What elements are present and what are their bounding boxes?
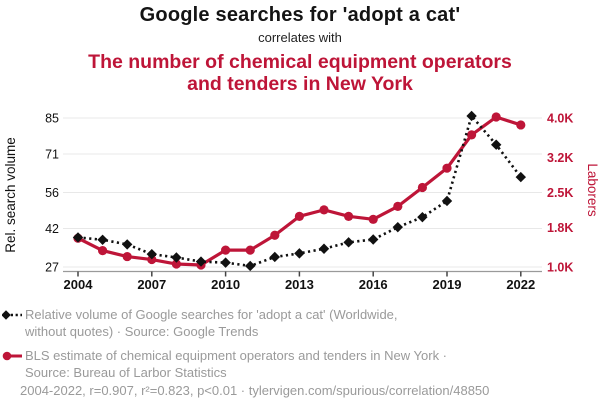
- secondary-title-line2: and tenders in New York: [187, 72, 413, 95]
- x-axis-tick-label: 2016: [359, 277, 388, 292]
- legend-entry-laborers-series: BLS estimate of chemical equipment opera…: [2, 347, 594, 381]
- search-volume-data-point: [318, 243, 330, 254]
- x-axis-tick-label: 2022: [506, 277, 535, 292]
- laborers-data-point: [294, 211, 304, 221]
- search-volume-data-point: [417, 211, 428, 223]
- right-axis-tick-label: 4.0K: [547, 112, 573, 126]
- left-axis-tick-label: 71: [45, 147, 59, 161]
- search-volume-data-point: [269, 251, 280, 263]
- right-axis-tick-label: 3.2K: [547, 151, 573, 165]
- correlates-with-label: correlates with: [258, 30, 342, 45]
- search-volume-data-point: [122, 239, 133, 250]
- circle-marker-icon: [2, 351, 22, 361]
- laborers-data-point: [122, 251, 132, 262]
- plot-area: Rel. search volume Laborers 27 42 56 71 85 1.…: [3, 110, 600, 292]
- page-title: Google searches for 'adopt a cat': [139, 4, 461, 26]
- right-axis-title: Laborers: [585, 163, 600, 217]
- x-axis-tick-label: 2007: [137, 277, 166, 292]
- left-axis-title: Rel. search volume: [3, 137, 18, 253]
- laborers-data-point: [393, 201, 403, 212]
- x-axis-tick-label: 2004: [64, 277, 94, 292]
- laborers-data-point: [491, 112, 501, 122]
- search-volume-data-point: [195, 256, 207, 267]
- laborers-series-line: [77, 115, 522, 267]
- search-volume-series-line: [77, 113, 522, 268]
- legend-line: Relative volume of Google searches for '…: [25, 307, 398, 322]
- search-volume-data-point: [146, 248, 157, 260]
- laborers-data-point: [344, 211, 354, 221]
- search-volume-data-point: [294, 248, 305, 259]
- legend-entry-search-series: Relative volume of Google searches for '…: [2, 306, 594, 340]
- secondary-title-line1: The number of chemical equipment operato…: [88, 51, 512, 73]
- laborers-data-point: [442, 163, 452, 173]
- legend-text: Relative volume of Google searches for '…: [25, 306, 398, 340]
- search-volume-data-point: [97, 234, 108, 245]
- left-axis-tick-label: 42: [45, 222, 59, 236]
- search-volume-data-point: [368, 234, 379, 245]
- legend-line: Source: Bureau of Larbor Statistics: [25, 365, 227, 380]
- left-axis-tick-label: 85: [45, 112, 59, 126]
- x-axis-tick-label: 2013: [285, 277, 314, 292]
- laborers-data-point: [245, 245, 255, 255]
- legend-line: without quotes) · Source: Google Trends: [25, 324, 259, 339]
- secondary-title: The number of chemical equipment operato…: [0, 51, 600, 95]
- laborers-data-point: [417, 182, 427, 193]
- search-volume-data-point: [171, 252, 182, 263]
- search-volume-data-point: [392, 221, 403, 233]
- laborers-data-point: [147, 254, 157, 265]
- laborers-data-point: [171, 259, 181, 269]
- laborers-data-point: [98, 246, 108, 256]
- left-axis-tick-label: 27: [45, 261, 59, 275]
- laborers-data-point: [368, 214, 378, 224]
- search-volume-data-point: [515, 171, 526, 183]
- x-axis-tick-label: 2010: [211, 277, 240, 292]
- search-volume-data-point: [491, 139, 502, 150]
- search-volume-data-point: [245, 260, 256, 272]
- search-volume-data-point: [72, 232, 84, 243]
- laborers-data-point: [221, 245, 231, 255]
- diamond-marker-icon: [2, 310, 22, 320]
- legend-text: BLS estimate of chemical equipment opera…: [25, 347, 447, 381]
- legend-line: BLS estimate of chemical equipment opera…: [25, 348, 448, 363]
- laborers-data-point: [319, 205, 329, 215]
- laborers-data-point: [516, 120, 526, 130]
- right-axis-tick-label: 1.8K: [547, 221, 573, 235]
- search-volume-data-point: [466, 110, 477, 122]
- right-axis-tick-label: 1.0K: [547, 261, 573, 275]
- left-axis-tick-label: 56: [45, 186, 59, 200]
- right-axis-tick-label: 2.5K: [547, 186, 573, 200]
- search-volume-data-point: [220, 257, 231, 268]
- search-volume-data-point: [343, 237, 354, 248]
- laborers-data-point: [467, 130, 477, 140]
- stats-footer: 2004-2022, r=0.907, r²=0.823, p<0.01 · t…: [20, 383, 490, 398]
- x-axis-tick-label: 2019: [433, 277, 462, 292]
- search-volume-data-point: [441, 195, 453, 207]
- laborers-data-point: [270, 230, 280, 240]
